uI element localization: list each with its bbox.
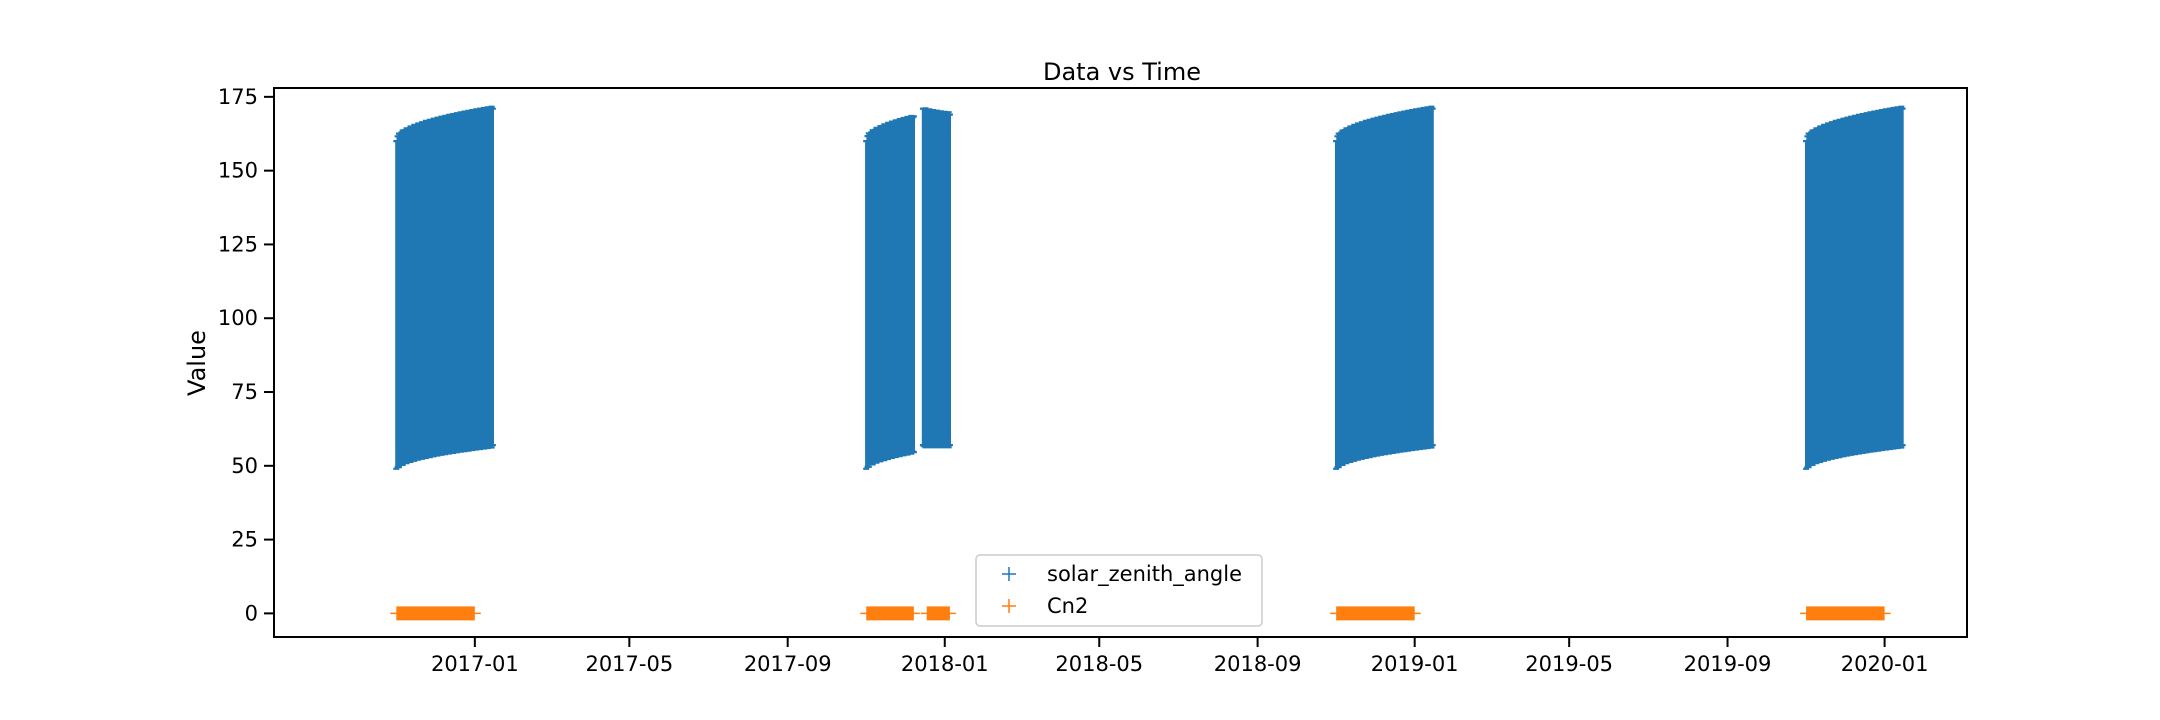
segment-solar-zenith-angle-1: [863, 114, 917, 470]
y-tick-label-150: 150: [218, 159, 258, 183]
x-tick-label-2019-05: 2019-05: [1525, 652, 1613, 676]
x-tick-label-2019-01: 2019-01: [1371, 652, 1459, 676]
plus-marker-icon: [1002, 567, 1016, 581]
x-tick-label-2017-01: 2017-01: [431, 652, 519, 676]
x-tick-label-2017-09: 2017-09: [744, 652, 832, 676]
x-tick-label-2018-05: 2018-05: [1055, 652, 1143, 676]
chart-title: Data vs Time: [1043, 58, 1201, 86]
y-tick-label-0: 0: [245, 601, 258, 625]
series-layer: [390, 105, 1906, 621]
legend-label-cn2: Cn2: [1047, 594, 1088, 618]
y-tick-label-75: 75: [231, 380, 258, 404]
y-axis: 0 25 50 75 100 125 150 175: [218, 85, 274, 625]
x-axis: 2017-01 2017-05 2017-09 2018-01 2018-05 2018-…: [431, 637, 1929, 676]
legend-box: [975, 554, 1263, 627]
legend-marker-solar-zenith-angle: [1002, 567, 1016, 581]
plus-marker-icon: [1002, 599, 1016, 613]
segment-solar-zenith-angle-0: [393, 105, 496, 470]
segment-solar-zenith-angle-4: [1803, 105, 1906, 470]
x-tick-label-2018-09: 2018-09: [1214, 652, 1302, 676]
legend-marker-cn2: [1002, 599, 1016, 613]
segment-solar-zenith-angle-2: [919, 107, 953, 449]
legend: solar_zenith_angle Cn2: [975, 554, 1263, 627]
series-solar-zenith-angle: [393, 105, 1906, 470]
y-tick-label-100: 100: [218, 306, 258, 330]
legend-label-solar-zenith-angle: solar_zenith_angle: [1047, 562, 1242, 587]
x-tick-label-2017-05: 2017-05: [585, 652, 673, 676]
y-tick-label-175: 175: [218, 85, 258, 109]
y-tick-label-50: 50: [231, 454, 258, 478]
plot-frame: [273, 87, 1968, 638]
y-tick-label-25: 25: [231, 528, 258, 552]
segment-solar-zenith-angle-3: [1333, 105, 1436, 470]
x-tick-label-2018-01: 2018-01: [901, 652, 989, 676]
y-tick-label-125: 125: [218, 232, 258, 256]
series-cn2: [390, 606, 1891, 621]
x-tick-label-2019-09: 2019-09: [1684, 652, 1772, 676]
x-tick-label-2020-01: 2020-01: [1841, 652, 1929, 676]
y-axis-label: Value: [183, 330, 211, 396]
